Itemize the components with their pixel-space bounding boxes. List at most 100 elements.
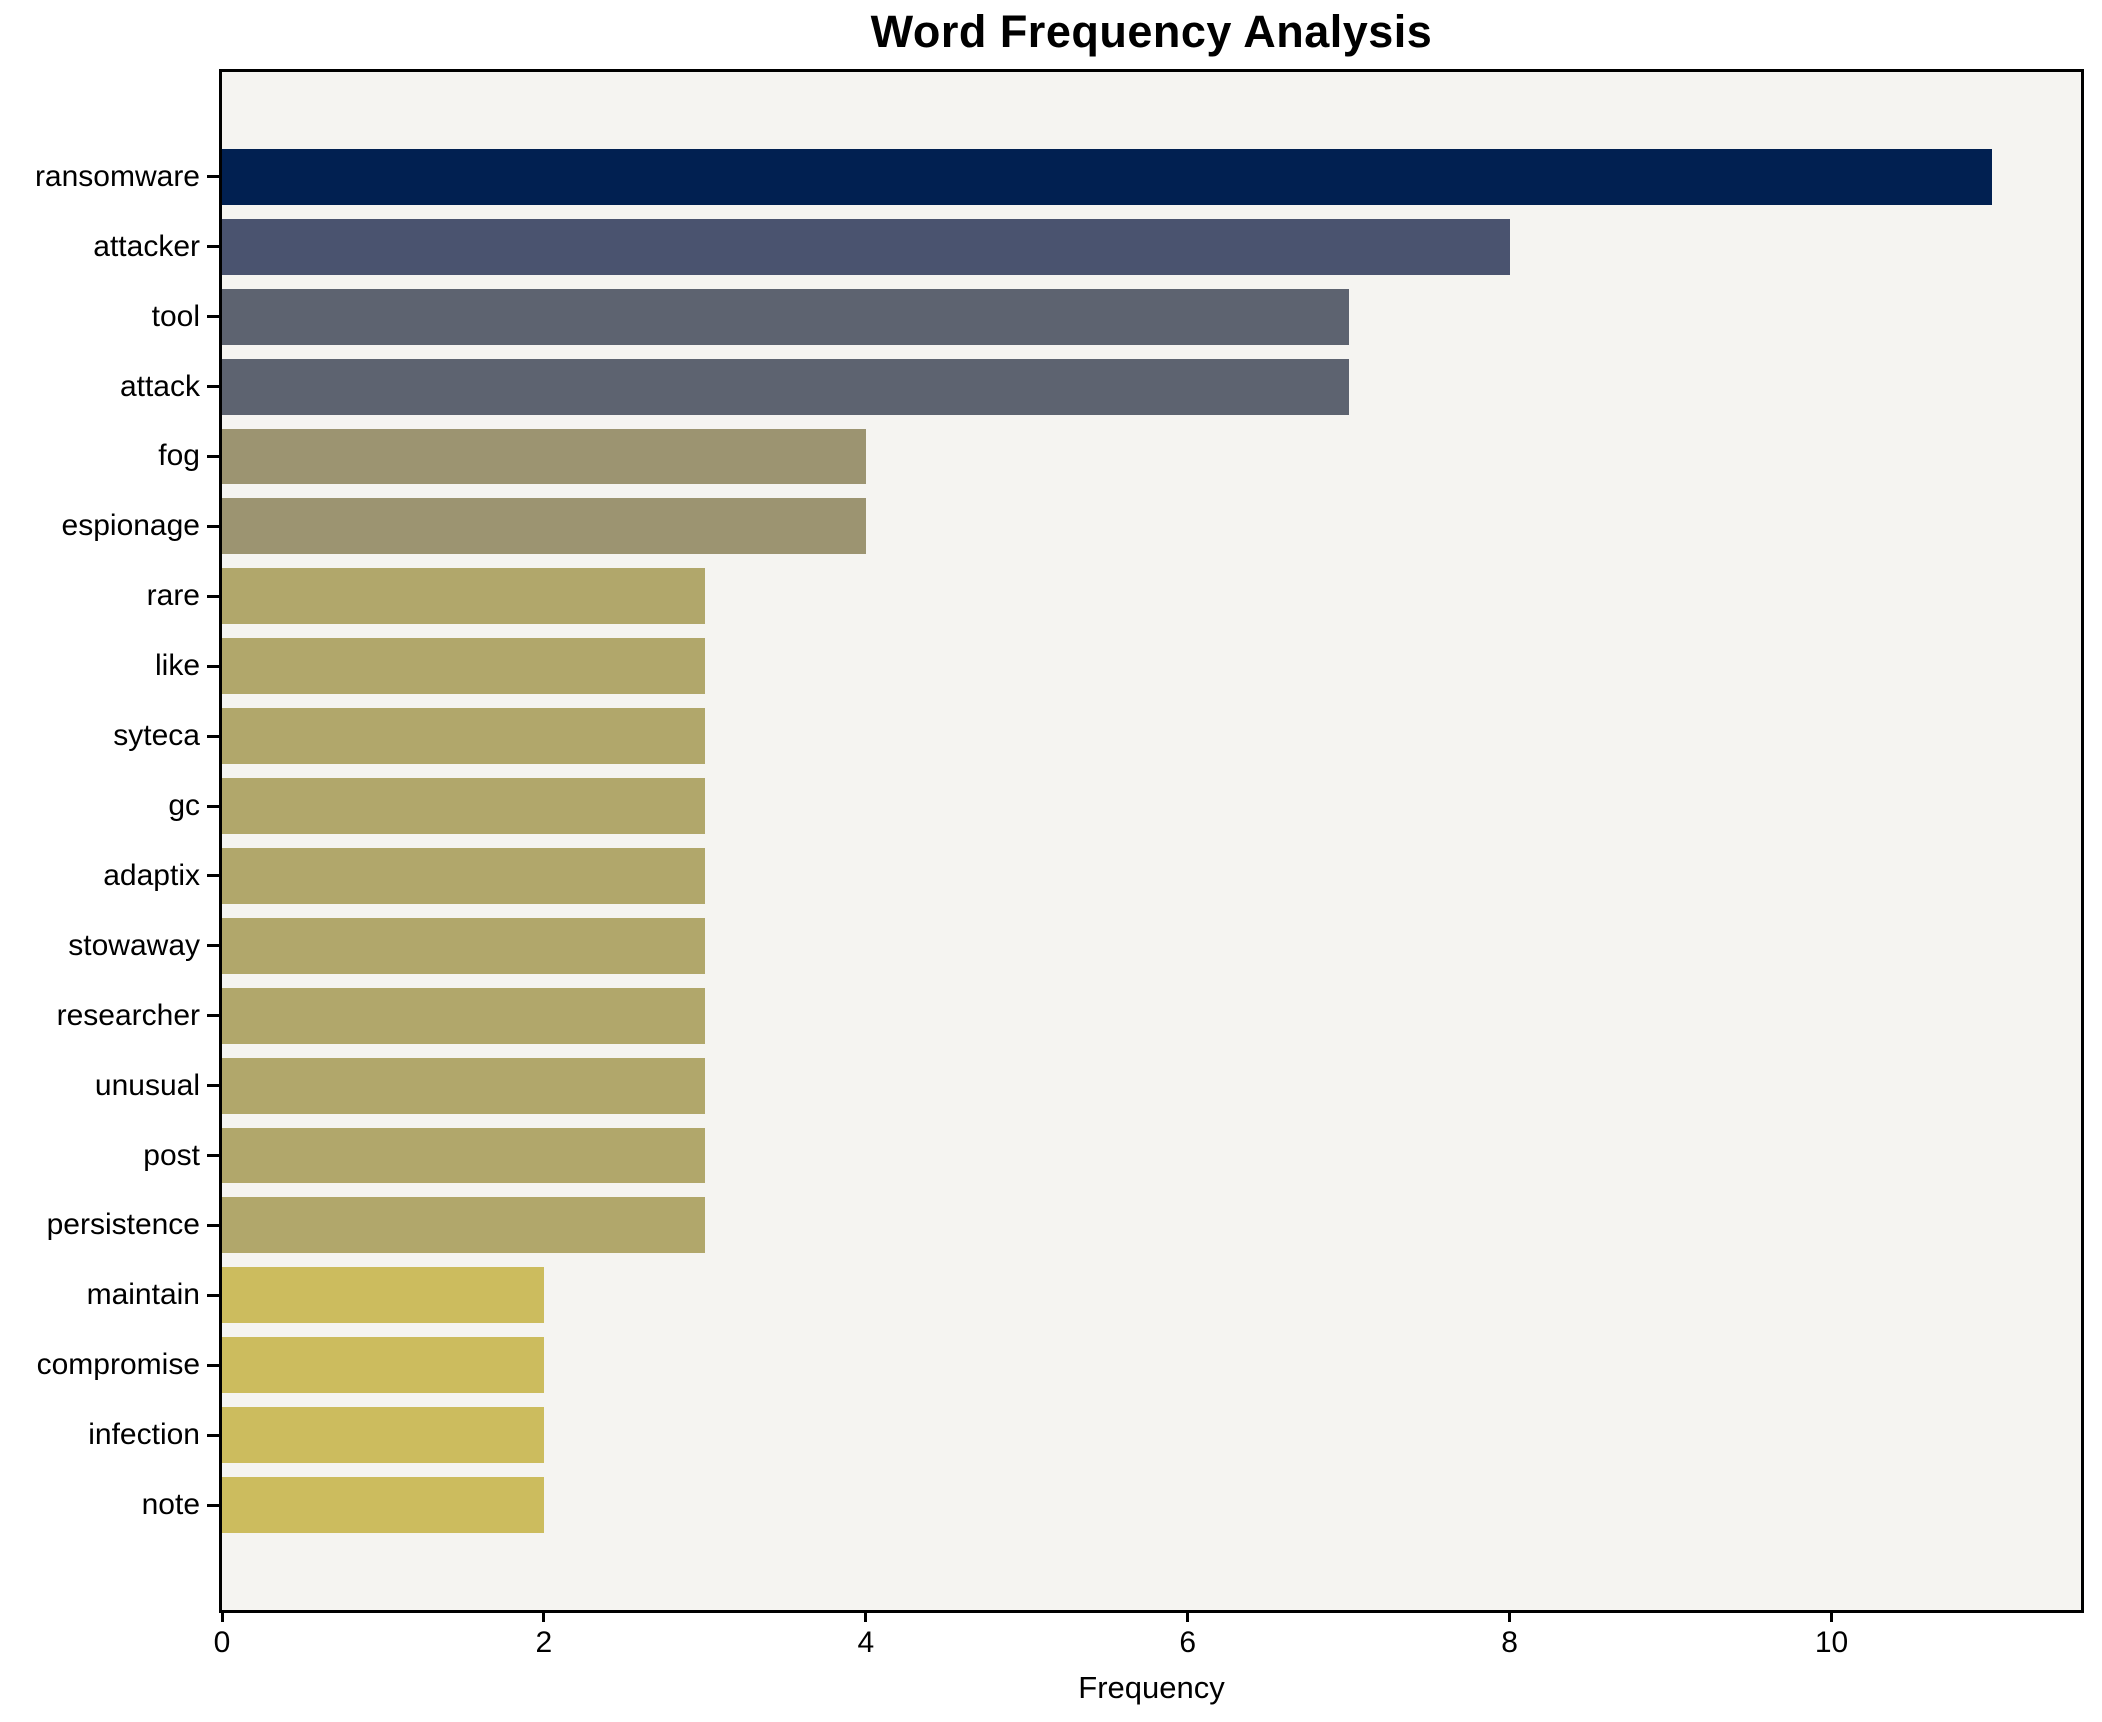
x-tick-mark [542, 1610, 546, 1622]
x-tick-label: 4 [857, 1626, 875, 1659]
x-axis-ticks: 0 2 4 6 8 10 [214, 1610, 2081, 1690]
y-tick-mark [207, 874, 219, 878]
bar-adaptix [222, 847, 705, 904]
y-tick-row-attacker: attacker [0, 212, 219, 282]
bar-row-unusual [222, 1051, 2081, 1121]
y-tick-label: espionage [61, 509, 200, 543]
bar-row-infection [222, 1400, 2081, 1470]
bar-post [222, 1127, 705, 1184]
bar-espionage [222, 498, 866, 555]
chart-title: Word Frequency Analysis [870, 6, 1433, 57]
y-tick-mark [207, 385, 219, 389]
bar-row-maintain [222, 1260, 2081, 1330]
bar-row-rare [222, 561, 2081, 631]
y-tick-row-infection: infection [0, 1400, 219, 1470]
bar-like [222, 638, 705, 695]
y-tick-row-attack: attack [0, 352, 219, 422]
bars-container [222, 142, 2081, 1540]
y-tick-row-unusual: unusual [0, 1051, 219, 1121]
y-tick-row-stowaway: stowaway [0, 911, 219, 981]
y-tick-row-rare: rare [0, 561, 219, 631]
y-tick-mark [207, 1363, 219, 1367]
bar-rare [222, 568, 705, 625]
y-tick-row-gc: gc [0, 771, 219, 841]
bar-unusual [222, 1057, 705, 1114]
bar-compromise [222, 1337, 544, 1394]
y-tick-mark [207, 1503, 219, 1507]
y-axis-labels: ransomware attacker tool attack fog espionage… [0, 72, 219, 1610]
bar-researcher [222, 987, 705, 1044]
y-tick-label: unusual [94, 1068, 200, 1102]
y-tick-mark [207, 1293, 219, 1297]
y-tick-mark [207, 245, 219, 249]
y-tick-mark [207, 734, 219, 738]
y-tick-label: fog [158, 439, 200, 473]
bar-attack [222, 358, 1349, 415]
bar-persistence [222, 1197, 705, 1254]
y-tick-mark [207, 804, 219, 808]
y-tick-row-note: note [0, 1470, 219, 1540]
y-tick-label: attack [119, 369, 200, 403]
x-tick-mark [1186, 1610, 1190, 1622]
bar-row-adaptix [222, 841, 2081, 911]
x-tick-label: 8 [1501, 1626, 1518, 1659]
x-tick-mark [220, 1610, 224, 1622]
bar-row-tool [222, 282, 2081, 352]
bar-gc [222, 778, 705, 834]
y-tick-label: persistence [46, 1208, 200, 1242]
y-tick-label: infection [88, 1418, 200, 1452]
bar-row-like [222, 631, 2081, 701]
y-tick-row-researcher: researcher [0, 981, 219, 1051]
y-tick-mark [207, 175, 219, 179]
y-tick-label: post [143, 1138, 200, 1172]
y-tick-mark [207, 1084, 219, 1088]
x-tick-mark [864, 1610, 868, 1622]
y-tick-label: tool [151, 299, 200, 333]
bar-row-syteca [222, 701, 2081, 771]
y-tick-label: maintain [86, 1278, 200, 1312]
x-tick-label: 10 [1814, 1626, 1849, 1659]
bar-row-espionage [222, 491, 2081, 561]
bar-row-stowaway [222, 911, 2081, 981]
y-tick-label: researcher [56, 998, 200, 1032]
y-tick-label: attacker [93, 229, 200, 263]
y-tick-label: gc [168, 789, 200, 822]
y-tick-row-tool: tool [0, 282, 219, 352]
y-tick-mark [207, 454, 219, 458]
y-tick-label: syteca [113, 719, 200, 753]
bar-row-post [222, 1121, 2081, 1191]
bar-row-attack [222, 352, 2081, 422]
bar-row-attacker [222, 212, 2081, 282]
y-tick-row-like: like [0, 631, 219, 701]
plot-area [219, 69, 2084, 1613]
y-tick-row-post: post [0, 1121, 219, 1191]
bar-note [222, 1477, 544, 1534]
y-tick-row-maintain: maintain [0, 1260, 219, 1330]
bar-attacker [222, 218, 1510, 275]
y-tick-mark [207, 1154, 219, 1158]
bar-row-persistence [222, 1190, 2081, 1260]
y-tick-row-compromise: compromise [0, 1330, 219, 1400]
bar-stowaway [222, 917, 705, 974]
bar-row-fog [222, 422, 2081, 492]
y-tick-label: stowaway [68, 928, 200, 962]
y-tick-label: like [154, 649, 200, 683]
y-tick-mark [207, 1014, 219, 1018]
y-tick-row-adaptix: adaptix [0, 841, 219, 911]
bar-infection [222, 1407, 544, 1464]
bar-row-gc [222, 771, 2081, 841]
bar-row-compromise [222, 1330, 2081, 1400]
y-tick-row-persistence: persistence [0, 1190, 219, 1260]
y-tick-mark [207, 315, 219, 319]
y-tick-mark [207, 524, 219, 528]
y-tick-label: rare [146, 579, 200, 613]
y-tick-label: compromise [36, 1348, 200, 1382]
bar-syteca [222, 708, 705, 765]
y-tick-row-fog: fog [0, 422, 219, 492]
y-tick-label: ransomware [34, 159, 200, 193]
y-tick-mark [207, 1433, 219, 1437]
x-tick-label: 0 [213, 1626, 231, 1659]
bar-row-researcher [222, 981, 2081, 1051]
bar-fog [222, 428, 866, 485]
